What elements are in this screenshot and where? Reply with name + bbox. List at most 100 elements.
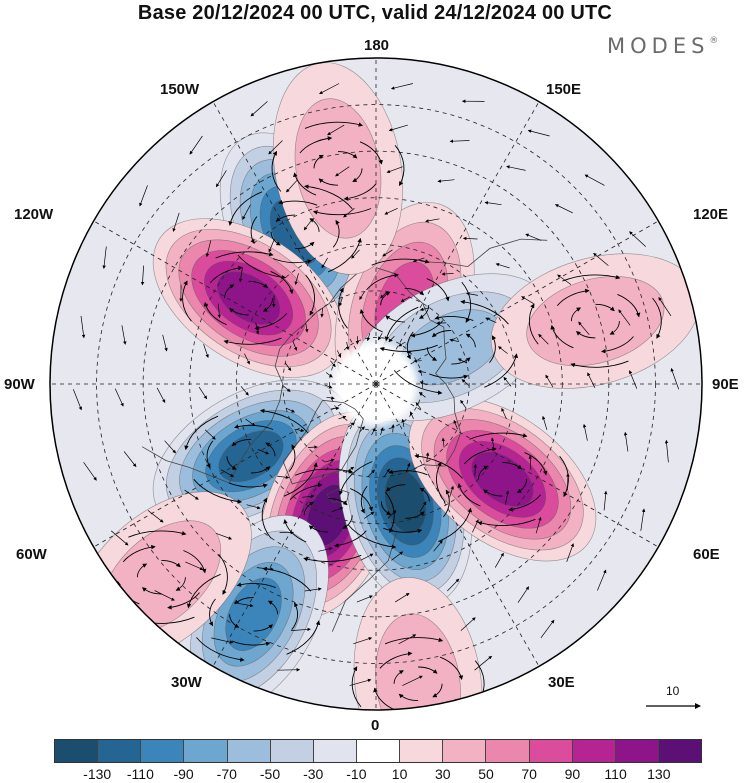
wind-arrow (419, 501, 427, 512)
wind-arrow (345, 341, 350, 351)
wind-arrow (618, 309, 631, 326)
streamline (286, 620, 321, 655)
streamline (398, 693, 419, 702)
streamline (464, 446, 497, 465)
wind-arrow (383, 468, 390, 478)
wind-arrow (449, 485, 454, 498)
streamline (262, 566, 312, 592)
wind-arrow (242, 204, 251, 220)
streamline (418, 666, 438, 674)
wind-arrow (441, 272, 454, 276)
wind-arrow (330, 360, 336, 368)
colorbar-ticks: -130 -110 -90 -70 -50 -30 -10 10 30 50 70 90 110 130 (54, 766, 702, 783)
wind-arrow (658, 297, 672, 317)
streamline (394, 145, 405, 187)
streamline (570, 307, 582, 322)
wind-arrow (457, 358, 467, 364)
wind-arrow (140, 265, 145, 286)
streamline (283, 462, 318, 497)
wind-arrow (325, 372, 333, 378)
lon-label-120w: 120W (14, 206, 54, 223)
colorbar-tick-label: 10 (391, 766, 408, 782)
wind-arrow (398, 634, 417, 645)
coastline (141, 444, 251, 484)
wind-arrow (494, 552, 504, 568)
colorbar-tick-label: 30 (435, 766, 451, 782)
streamline (271, 150, 282, 192)
colorbar-tick-label: -50 (259, 766, 281, 782)
streamline (299, 136, 333, 154)
streamline (609, 321, 620, 335)
meridian-line (375, 220, 659, 385)
wind-arrow (415, 402, 422, 410)
streamline (231, 640, 271, 647)
streamline (502, 462, 522, 470)
streamline (332, 219, 340, 248)
wind-arrow (485, 317, 497, 324)
streamline (228, 482, 268, 488)
streamline (272, 258, 313, 264)
wind-arrow (525, 233, 542, 241)
wind-arrow (304, 587, 322, 592)
streamline (384, 306, 419, 342)
colorbar-swatch (98, 740, 142, 762)
wind-arrow (325, 458, 335, 463)
wind-arrow (185, 561, 204, 571)
wind-arrow (291, 627, 311, 632)
colorbar-swatch (270, 740, 314, 762)
streamline (483, 489, 503, 497)
wind-arrow (110, 530, 129, 546)
meridian-line (93, 220, 377, 385)
wind-arrow (255, 322, 260, 335)
colorbar-swatch (615, 740, 659, 762)
streamline (304, 121, 364, 129)
wind-arrow (419, 307, 430, 312)
wind-arrow (382, 249, 393, 257)
wind-arrow (162, 334, 168, 352)
streamline (226, 456, 237, 470)
streamline (312, 208, 372, 216)
wind-arrow (156, 387, 166, 404)
meridian-line (212, 101, 377, 385)
streamline (223, 337, 282, 345)
wind-arrow (501, 407, 507, 420)
wind-arrow (284, 362, 292, 371)
wind-arrow (366, 333, 371, 342)
streamline (359, 141, 383, 165)
wind-arrow (353, 637, 373, 645)
wind-arrow (324, 384, 333, 389)
colorbar-tick-label: -90 (173, 766, 194, 782)
streamline (182, 280, 192, 322)
streamline (617, 293, 641, 318)
wind-arrow (184, 489, 199, 500)
streamline (366, 272, 399, 291)
map-title: Base 20/12/2024 00 UTC, valid 24/12/2024… (137, 2, 613, 24)
wind-arrow (386, 166, 403, 174)
streamline (215, 251, 274, 259)
streamline (94, 559, 105, 601)
modes-logo: MODES® (607, 34, 719, 58)
streamline (469, 432, 528, 440)
wind-arrow (425, 452, 430, 463)
wind-arrow (484, 201, 502, 206)
coastline (326, 488, 350, 503)
wind-arrow (268, 140, 283, 155)
streamline (394, 724, 451, 730)
wind-arrow (545, 374, 554, 388)
wind-arrow (215, 170, 227, 188)
streamline (338, 461, 373, 496)
graticule (50, 58, 702, 710)
wind-arrow (238, 267, 243, 283)
wind-arrow (412, 257, 425, 263)
streamline (128, 530, 187, 538)
streamline (303, 501, 314, 516)
wind-arrow (449, 139, 470, 143)
wind-arrow (336, 350, 342, 358)
streamline (484, 353, 519, 388)
wind-arrow (359, 426, 365, 433)
wind-arrow (490, 437, 495, 450)
wind-arrow (257, 449, 270, 455)
wind-arrow (335, 166, 350, 177)
wind-arrow (540, 619, 555, 639)
